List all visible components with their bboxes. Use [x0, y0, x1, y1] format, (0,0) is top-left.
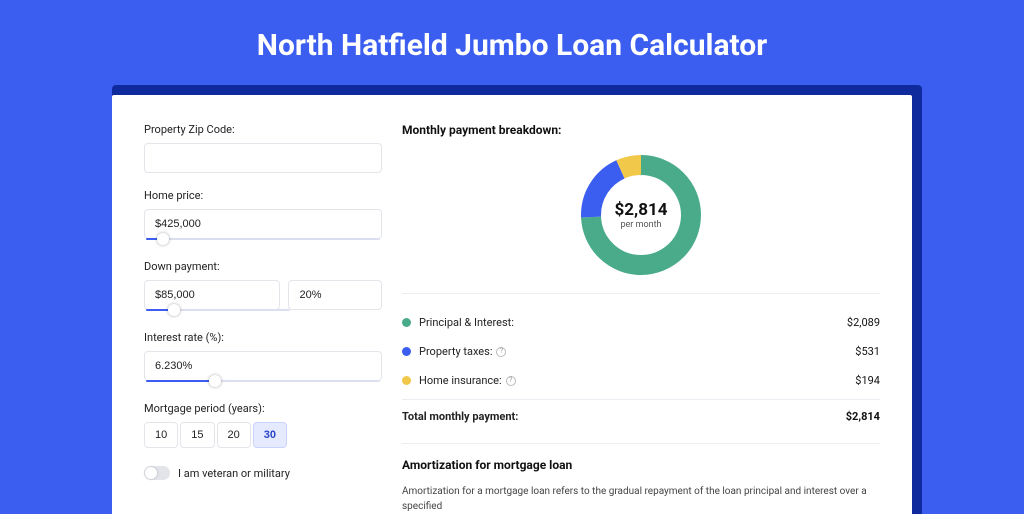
- mortgage-period-tabs: 10152030: [144, 422, 382, 448]
- slider-thumb[interactable]: [209, 375, 221, 387]
- legend-total-row: Total monthly payment: $2,814: [402, 399, 880, 431]
- interest-rate-label: Interest rate (%):: [144, 331, 382, 344]
- info-icon[interactable]: ?: [496, 347, 506, 357]
- down-payment-field-group: Down payment:: [144, 260, 382, 315]
- total-value: $2,814: [846, 410, 880, 423]
- down-payment-amount-input[interactable]: [144, 280, 280, 310]
- zip-field-group: Property Zip Code:: [144, 123, 382, 173]
- calculator-card: Property Zip Code: Home price: Down paym…: [112, 95, 912, 514]
- slider-fill: [146, 380, 217, 382]
- legend-row: Home insurance: ? $194: [402, 366, 880, 395]
- legend-list: Principal & Interest: $2,089 Property taxe…: [402, 308, 880, 395]
- mortgage-period-label: Mortgage period (years):: [144, 402, 382, 415]
- slider-thumb[interactable]: [168, 304, 180, 316]
- interest-rate-slider[interactable]: [144, 380, 382, 386]
- legend-dot: [402, 376, 411, 385]
- legend-dot: [402, 318, 411, 327]
- page-title: North Hatfield Jumbo Loan Calculator: [0, 0, 1024, 85]
- zip-label: Property Zip Code:: [144, 123, 382, 136]
- amortization-section: Amortization for mortgage loan Amortizat…: [402, 443, 880, 514]
- slider-track: [146, 238, 380, 240]
- home-price-label: Home price:: [144, 189, 382, 202]
- card-shadow: Property Zip Code: Home price: Down paym…: [112, 85, 922, 514]
- mortgage-period-field-group: Mortgage period (years): 10152030: [144, 402, 382, 448]
- form-column: Property Zip Code: Home price: Down paym…: [144, 123, 382, 514]
- legend-row: Property taxes: ? $531: [402, 337, 880, 366]
- slider-thumb[interactable]: [157, 233, 169, 245]
- amortization-text: Amortization for a mortgage loan refers …: [402, 484, 880, 514]
- toggle-knob: [145, 467, 157, 479]
- down-payment-slider[interactable]: [144, 309, 292, 315]
- breakdown-column: Monthly payment breakdown: $2,814 per mo…: [402, 123, 880, 514]
- amortization-title: Amortization for mortgage loan: [402, 458, 880, 472]
- donut-container: $2,814 per month: [402, 149, 880, 294]
- veteran-toggle-row: I am veteran or military: [144, 466, 382, 480]
- home-price-input[interactable]: [144, 209, 382, 239]
- legend-label: Property taxes: ?: [419, 345, 506, 358]
- home-price-field-group: Home price:: [144, 189, 382, 244]
- legend-label: Principal & Interest:: [419, 316, 514, 329]
- interest-rate-input[interactable]: [144, 351, 382, 381]
- down-payment-percent-input[interactable]: [288, 280, 382, 310]
- legend-dot: [402, 347, 411, 356]
- donut-sublabel: per month: [620, 220, 661, 230]
- breakdown-title: Monthly payment breakdown:: [402, 123, 880, 137]
- veteran-toggle[interactable]: [144, 466, 170, 480]
- legend-value: $194: [855, 374, 880, 387]
- period-tab-20[interactable]: 20: [217, 422, 251, 448]
- donut-chart: $2,814 per month: [579, 153, 703, 277]
- info-icon[interactable]: ?: [506, 376, 516, 386]
- donut-center: $2,814 per month: [579, 153, 703, 277]
- veteran-label: I am veteran or military: [178, 467, 290, 480]
- zip-input[interactable]: [144, 143, 382, 173]
- interest-rate-field-group: Interest rate (%):: [144, 331, 382, 386]
- legend-row: Principal & Interest: $2,089: [402, 308, 880, 337]
- home-price-slider[interactable]: [144, 238, 382, 244]
- donut-amount: $2,814: [615, 200, 668, 220]
- period-tab-30[interactable]: 30: [253, 422, 287, 448]
- legend-value: $531: [855, 345, 880, 358]
- total-label: Total monthly payment:: [402, 410, 518, 423]
- down-payment-label: Down payment:: [144, 260, 382, 273]
- legend-value: $2,089: [847, 316, 880, 329]
- legend-label: Home insurance: ?: [419, 374, 516, 387]
- period-tab-15[interactable]: 15: [180, 422, 214, 448]
- period-tab-10[interactable]: 10: [144, 422, 178, 448]
- down-payment-inputs: [144, 280, 382, 310]
